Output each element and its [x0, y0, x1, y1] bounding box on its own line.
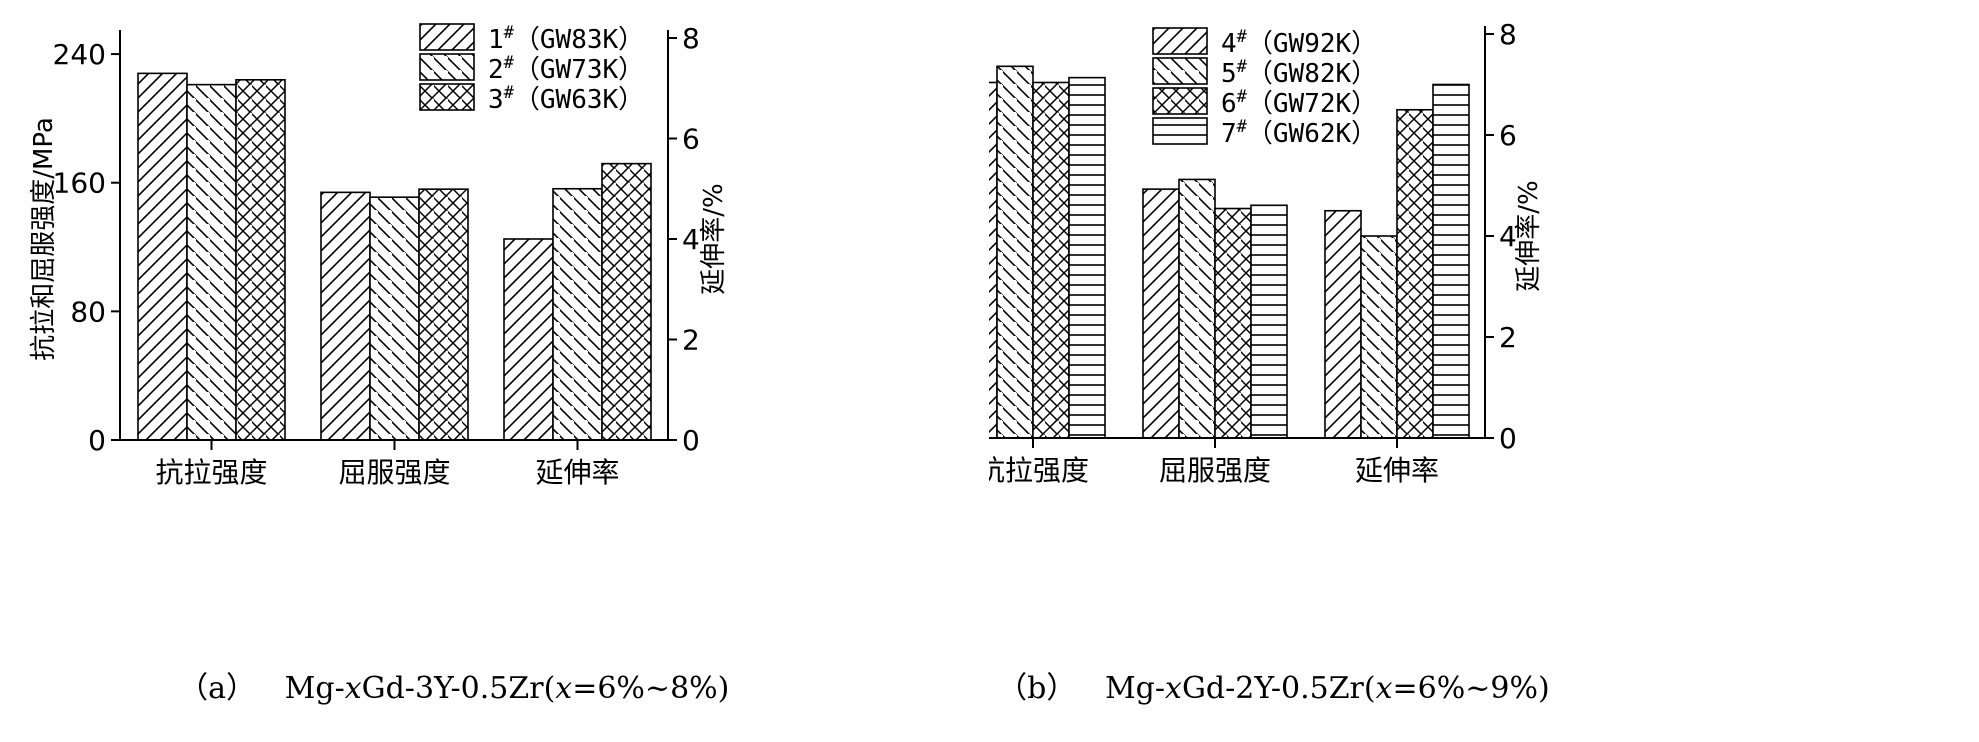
x-tick-label: 屈服强度: [1159, 454, 1271, 487]
x-tick-label: 延伸率: [535, 456, 619, 489]
bar-4-3: [1432, 83, 1470, 439]
y2-tick-label: 8: [1499, 18, 1517, 51]
y-tick-label: 0: [88, 424, 106, 457]
legend-label: 6#（GW72K）: [1221, 87, 1377, 119]
chart-a-svg: 抗拉强度 屈服强度 延伸率 0 80 160 240 0 2 4 6 8 抗拉和屈服强度/MPa 延伸率/…: [29, 22, 729, 489]
x-tick-label: 屈服强度: [338, 456, 450, 489]
legend-swatch: [419, 53, 475, 81]
legend: 4#（GW92K）5#（GW82K）6#（GW72K）7#（GW62K）: [1152, 27, 1377, 149]
legend-label-rest: （GW62K）: [1247, 119, 1377, 149]
caption-b-x2: x: [1375, 671, 1393, 706]
legend-label-sup: #: [1237, 27, 1248, 47]
legend-label-main: 4: [1221, 29, 1237, 59]
legend-label-main: 2: [488, 55, 504, 85]
chart-b-svg: 抗拉强度屈服强度延伸率08016024002468抗拉和屈服强度/MPa延伸率/…: [989, 18, 1544, 487]
bar-2-3: [552, 187, 603, 441]
bar-1-2: [320, 191, 371, 441]
caption-b-suffix: =6%~9%): [1392, 671, 1550, 706]
bar-3-2: [418, 188, 469, 441]
legend-swatch: [1152, 57, 1208, 85]
y-tick-label: 160: [53, 167, 106, 200]
y2-tick-label: 0: [1499, 422, 1517, 455]
caption-b-mid: Gd-2Y-0.5Zr(: [1181, 671, 1376, 706]
legend-label: 7#（GW62K）: [1221, 117, 1377, 149]
legend-label-sup: #: [504, 83, 515, 103]
legend-swatch: [1152, 87, 1208, 115]
legend-label-rest: （GW82K）: [1247, 59, 1377, 89]
y-tick-label: 240: [53, 38, 106, 71]
legend-label-sup: #: [1237, 87, 1248, 107]
legend-label: 3#（GW63K）: [488, 83, 644, 115]
legend-label-main: 5: [1221, 59, 1237, 89]
bar-3-2: [1214, 207, 1252, 439]
plot-area: 抗拉强度屈服强度延伸率08016024002468抗拉和屈服强度/MPa延伸率/…: [989, 18, 1544, 487]
y2-tick-label: 8: [682, 22, 700, 55]
y2-tick-label: 4: [1499, 220, 1517, 253]
legend-label: 1#（GW83K）: [488, 23, 644, 55]
legend-label-main: 3: [488, 85, 504, 115]
bar-4-2: [1250, 204, 1288, 439]
bar-1-3: [1324, 209, 1362, 439]
legend-label: 4#（GW92K）: [1221, 27, 1377, 59]
bar-1-2: [1142, 188, 1180, 439]
caption-b-prefix: （b） Mg-: [997, 671, 1166, 706]
y2-tick-label: 2: [1499, 321, 1517, 354]
y2-tick-label: 0: [682, 424, 700, 457]
bar-2-1: [186, 83, 237, 441]
legend-label-rest: （GW63K）: [514, 85, 644, 115]
legend-label-rest: （GW73K）: [514, 55, 644, 85]
legend-label-rest: （GW92K）: [1247, 29, 1377, 59]
legend-label-sup: #: [504, 53, 515, 73]
plot-area: 抗拉强度 屈服强度 延伸率 0 80 160 240 0 2 4 6 8 抗拉和屈服强度/MPa 延伸率/…: [29, 22, 729, 489]
legend-swatch: [419, 23, 475, 51]
bar-3-3: [601, 162, 652, 441]
bar-2-2: [1178, 178, 1216, 439]
bar-1-1: [137, 72, 188, 441]
legend-label-main: 1: [488, 25, 504, 55]
legend-label: 2#（GW73K）: [488, 53, 644, 85]
bar-2-3: [1360, 235, 1398, 439]
bar-2-2: [369, 196, 420, 441]
legend-swatch: [419, 83, 475, 111]
y2-axis-title: 延伸率/%: [699, 183, 729, 294]
bar-3-1: [1032, 81, 1070, 439]
x-tick-label: 抗拉强度: [989, 454, 1089, 487]
y-axis-title: 抗拉和屈服强度/MPa: [29, 117, 59, 361]
legend-swatch: [1152, 117, 1208, 145]
legend-label-rest: （GW83K）: [514, 25, 644, 55]
caption-a: （a） Mg-xGd-3Y-0.5Zr(x=6%~8%): [140, 628, 729, 742]
x-tick-label: 延伸率: [1355, 454, 1439, 487]
caption-a-x: x: [344, 671, 362, 706]
bar-2-1: [996, 65, 1034, 439]
y2-tick-label: 6: [1499, 119, 1517, 152]
legend-label-main: 7: [1221, 119, 1237, 149]
y2-tick-label: 6: [682, 123, 700, 156]
bar-4-1: [1068, 76, 1106, 439]
caption-a-x2: x: [555, 671, 573, 706]
legend-swatch: [1152, 27, 1208, 55]
legend-label-sup: #: [1237, 57, 1248, 77]
caption-a-mid: Gd-3Y-0.5Zr(: [361, 671, 556, 706]
caption-a-suffix: =6%~8%): [572, 671, 730, 706]
caption-a-prefix: （a） Mg-: [178, 671, 345, 706]
legend-label-rest: （GW72K）: [1247, 89, 1377, 119]
legend-label-sup: #: [1237, 117, 1248, 137]
caption-b: （b） Mg-xGd-2Y-0.5Zr(x=6%~9%): [959, 628, 1550, 742]
legend-label-sup: #: [504, 23, 515, 43]
legend-label-main: 6: [1221, 89, 1237, 119]
bar-1-3: [503, 238, 554, 441]
chart-panel-b: 抗拉强度屈服强度延伸率08016024002468抗拉和屈服强度/MPa延伸率/…: [989, 0, 1978, 726]
y2-tick-label: 2: [682, 324, 700, 357]
chart-panel-a: 抗拉强度 屈服强度 延伸率 0 80 160 240 0 2 4 6 8 抗拉和屈服强度/MPa 延伸率/…: [0, 0, 989, 726]
y2-axis-title: 延伸率/%: [1514, 180, 1544, 291]
legend: 1#（GW83K）2#（GW73K）3#（GW63K）: [419, 23, 644, 115]
bar-3-1: [235, 79, 286, 441]
bar-1-1: [989, 81, 998, 439]
x-tick-label: 抗拉强度: [155, 456, 267, 489]
caption-b-x: x: [1165, 671, 1182, 706]
bar-3-3: [1396, 108, 1434, 439]
y-tick-label: 80: [70, 295, 106, 328]
y2-tick-label: 4: [682, 223, 700, 256]
legend-label: 5#（GW82K）: [1221, 57, 1377, 89]
